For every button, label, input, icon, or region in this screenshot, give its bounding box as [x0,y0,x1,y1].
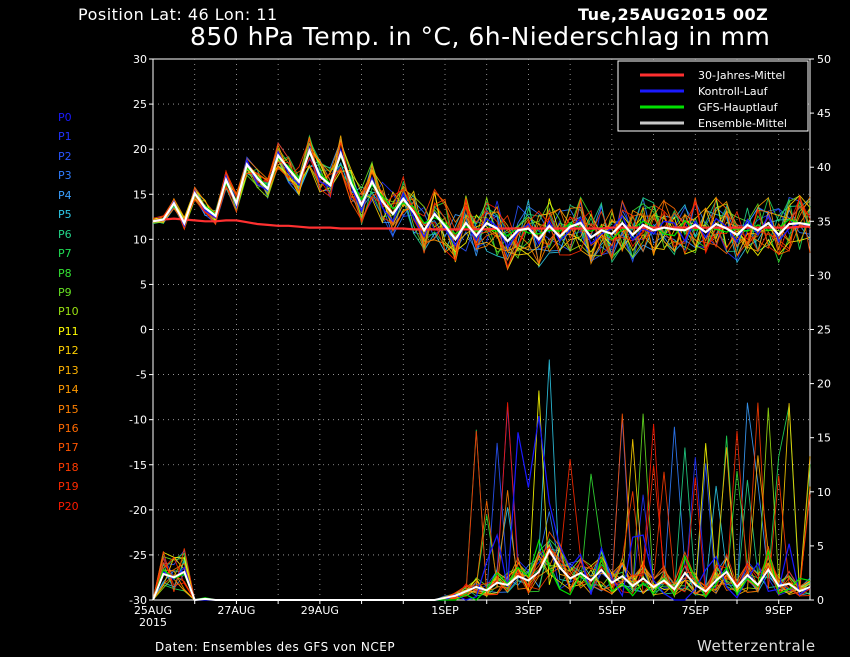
y-tick-label-right: 0 [817,594,824,607]
y-tick-label-left: 5 [140,278,147,291]
member-temp-line [152,141,811,269]
member-label-p14: P14 [58,383,79,397]
member-label-p6: P6 [58,227,72,241]
legend-label: Ensemble-Mittel [698,117,787,130]
x-tick-label: 1SEP [431,604,459,617]
y-tick-label-left: -5 [136,369,147,382]
member-temp-line [152,151,811,258]
brand-label: Wetterzentrale [697,637,816,655]
member-label-p10: P10 [58,305,79,319]
x-tick-label: 5SEP [598,604,626,617]
y-tick-label-right: 15 [817,432,831,445]
member-label-p19: P19 [58,480,79,494]
y-tick-label-right: 40 [817,161,831,174]
member-temp-line [152,146,811,271]
member-precip-line [152,406,811,601]
member-label-p4: P4 [58,188,72,202]
y-tick-label-right: 30 [817,269,831,282]
y-tick-label-right: 50 [817,53,831,66]
y-tick-label-right: 10 [817,486,831,499]
ensemble-mean-precip-line [152,548,811,602]
y-tick-label-left: 25 [133,98,147,111]
y-tick-label-left: -20 [129,504,147,517]
y-tick-label-right: 20 [817,378,831,391]
member-label-p1: P1 [58,130,72,144]
member-precip-line [152,402,811,601]
y-tick-label-left: 0 [140,324,147,337]
member-temp-line [152,138,811,262]
x-tick-label: 3SEP [515,604,543,617]
legend-box [617,60,809,132]
legend-label: 30-Jahres-Mittel [698,69,785,82]
member-temp-line [152,135,811,263]
position-label: Position Lat: 46 Lon: 11 [78,5,278,24]
member-precip-line [152,359,811,601]
y-tick-label-left: 15 [133,188,147,201]
member-label-p5: P5 [58,208,72,222]
member-label-p9: P9 [58,285,72,299]
y-tick-label-left: 30 [133,53,147,66]
member-temp-line [152,139,811,271]
y-tick-label-left: -25 [129,549,147,562]
ensemble-mean-temp-line [152,147,811,243]
y-tick-label-right: 45 [817,107,831,120]
member-label-p7: P7 [58,247,72,261]
member-list: P0 P1 P2 P3 P4 P5 P6 P7 P8 P9 P10 P11 P12 P13 P14 P15 P1… [58,108,79,516]
member-precip-line [152,402,811,601]
x-tick-label: 9SEP [765,604,793,617]
legend-label: GFS-Hauptlauf [698,101,779,114]
y-tick-label-left: -10 [129,414,147,427]
x-tick-label: 29AUG [301,604,339,617]
member-label-p18: P18 [58,460,79,474]
y-tick-label-left: 10 [133,233,147,246]
member-label-p2: P2 [58,149,72,163]
member-precip-line [152,390,811,601]
member-label-p3: P3 [58,169,72,183]
x-tick-sublabel: 2015 [139,616,167,629]
x-tick-label: 25AUG [134,604,172,617]
run-date: Tue,25AUG2015 00Z [578,5,769,24]
member-precip-line [152,405,811,601]
y-tick-label-left: 20 [133,143,147,156]
member-precip-line [152,402,811,601]
member-label-p20: P20 [58,499,79,513]
member-precip-line [152,403,811,601]
y-tick-label-left: -30 [129,594,147,607]
member-label-p12: P12 [58,344,79,358]
member-label-p11: P11 [58,324,79,338]
member-temp-line [152,149,811,264]
member-label-p8: P8 [58,266,72,280]
member-label-p16: P16 [58,422,79,435]
x-tick-label: 27AUG [217,604,255,617]
member-label-p13: P13 [58,363,79,377]
y-tick-label-right: 35 [817,215,831,228]
member-label-p17: P17 [58,441,79,455]
x-tick-label: 7SEP [681,604,709,617]
chart-title: 850 hPa Temp. in °C, 6h-Niederschlag in … [190,22,771,51]
data-source: Daten: Ensembles des GFS von NCEP [155,640,396,654]
y-tick-label-left: -15 [129,459,147,472]
member-label-p15: P15 [58,402,79,416]
legend-label: Kontroll-Lauf [698,85,769,98]
y-tick-label-right: 25 [817,324,831,337]
member-precip-line [152,407,811,601]
member-label-p0: P0 [58,111,72,124]
y-tick-label-right: 5 [817,540,824,553]
